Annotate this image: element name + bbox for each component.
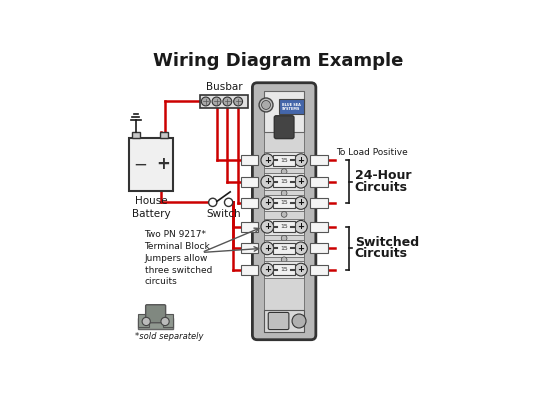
Bar — [160, 132, 169, 138]
Bar — [310, 222, 327, 232]
Text: −: − — [133, 155, 147, 173]
Bar — [128, 138, 173, 191]
Bar — [273, 243, 295, 254]
Circle shape — [281, 257, 287, 262]
Circle shape — [201, 97, 210, 106]
Circle shape — [295, 197, 307, 209]
Text: +: + — [264, 156, 271, 165]
Bar — [138, 318, 173, 329]
Bar — [264, 261, 304, 278]
Text: +: + — [298, 177, 305, 186]
Text: +: + — [264, 177, 271, 186]
Circle shape — [281, 235, 287, 241]
Circle shape — [281, 211, 287, 217]
FancyBboxPatch shape — [274, 116, 294, 138]
Text: Wiring Diagram Example: Wiring Diagram Example — [153, 52, 403, 70]
Bar — [273, 264, 295, 275]
Circle shape — [295, 263, 307, 276]
Text: +: + — [264, 244, 271, 253]
Text: BLUE SEA
SYSTEMS: BLUE SEA SYSTEMS — [282, 103, 301, 111]
Bar — [264, 218, 304, 235]
Text: 24-Hour: 24-Hour — [355, 169, 411, 183]
Text: +: + — [298, 265, 305, 274]
Text: Switched: Switched — [355, 236, 419, 249]
Text: +: + — [298, 199, 305, 208]
Circle shape — [261, 197, 274, 209]
Bar — [264, 240, 304, 257]
Text: Circuits: Circuits — [355, 247, 408, 260]
Text: 15: 15 — [280, 246, 288, 251]
Text: 15: 15 — [280, 201, 288, 206]
Bar — [273, 198, 295, 208]
Circle shape — [234, 97, 243, 106]
Circle shape — [292, 314, 306, 328]
Text: 15: 15 — [280, 267, 288, 272]
Circle shape — [295, 220, 307, 233]
FancyBboxPatch shape — [146, 305, 166, 323]
Circle shape — [212, 97, 221, 106]
Circle shape — [281, 190, 287, 196]
Circle shape — [261, 263, 274, 276]
Text: Switch: Switch — [207, 209, 241, 219]
Bar — [241, 155, 258, 165]
Bar — [132, 132, 140, 138]
Bar — [310, 198, 327, 208]
Bar — [241, 177, 258, 187]
Text: +: + — [298, 222, 305, 231]
Bar — [310, 265, 327, 275]
Bar — [310, 177, 327, 187]
Text: 15: 15 — [280, 158, 288, 163]
Bar — [264, 152, 304, 169]
FancyBboxPatch shape — [268, 312, 289, 330]
Text: 15: 15 — [280, 224, 288, 229]
Bar — [163, 314, 173, 328]
Circle shape — [295, 176, 307, 188]
Text: Circuits: Circuits — [355, 181, 408, 194]
Circle shape — [161, 317, 169, 325]
Bar — [241, 243, 258, 253]
Bar — [264, 195, 304, 211]
Text: Two PN 9217*
Terminal Block
Jumpers allow
three switched
circuits: Two PN 9217* Terminal Block Jumpers allo… — [145, 230, 212, 286]
Bar — [241, 222, 258, 232]
Circle shape — [295, 242, 307, 255]
Text: +: + — [264, 265, 271, 274]
Circle shape — [259, 98, 273, 112]
Text: 15: 15 — [280, 179, 288, 184]
Bar — [264, 309, 304, 332]
Text: +: + — [264, 222, 271, 231]
Text: +: + — [156, 155, 170, 173]
Bar — [138, 314, 149, 328]
Circle shape — [261, 242, 274, 255]
Text: To Load Positive: To Load Positive — [337, 148, 408, 157]
Bar — [241, 198, 258, 208]
Bar — [200, 95, 248, 108]
Text: +: + — [298, 156, 305, 165]
Bar — [241, 265, 258, 275]
Circle shape — [295, 154, 307, 166]
Circle shape — [209, 198, 217, 206]
Circle shape — [261, 176, 274, 188]
Bar — [273, 155, 295, 166]
Bar — [273, 221, 295, 232]
Bar — [264, 91, 304, 332]
Circle shape — [223, 97, 232, 106]
FancyBboxPatch shape — [253, 83, 316, 340]
Bar — [310, 243, 327, 253]
Bar — [264, 91, 304, 132]
Circle shape — [262, 101, 270, 110]
Bar — [273, 176, 295, 187]
Circle shape — [142, 317, 150, 325]
Text: +: + — [264, 199, 271, 208]
Circle shape — [261, 154, 274, 166]
Bar — [264, 173, 304, 190]
Text: +: + — [298, 244, 305, 253]
Circle shape — [281, 169, 287, 174]
Text: *sold separately: *sold separately — [135, 332, 203, 341]
Text: House
Battery: House Battery — [132, 197, 170, 219]
Bar — [310, 155, 327, 165]
Bar — [279, 99, 304, 115]
Circle shape — [224, 198, 233, 206]
Circle shape — [261, 220, 274, 233]
Text: Busbar: Busbar — [205, 82, 242, 91]
